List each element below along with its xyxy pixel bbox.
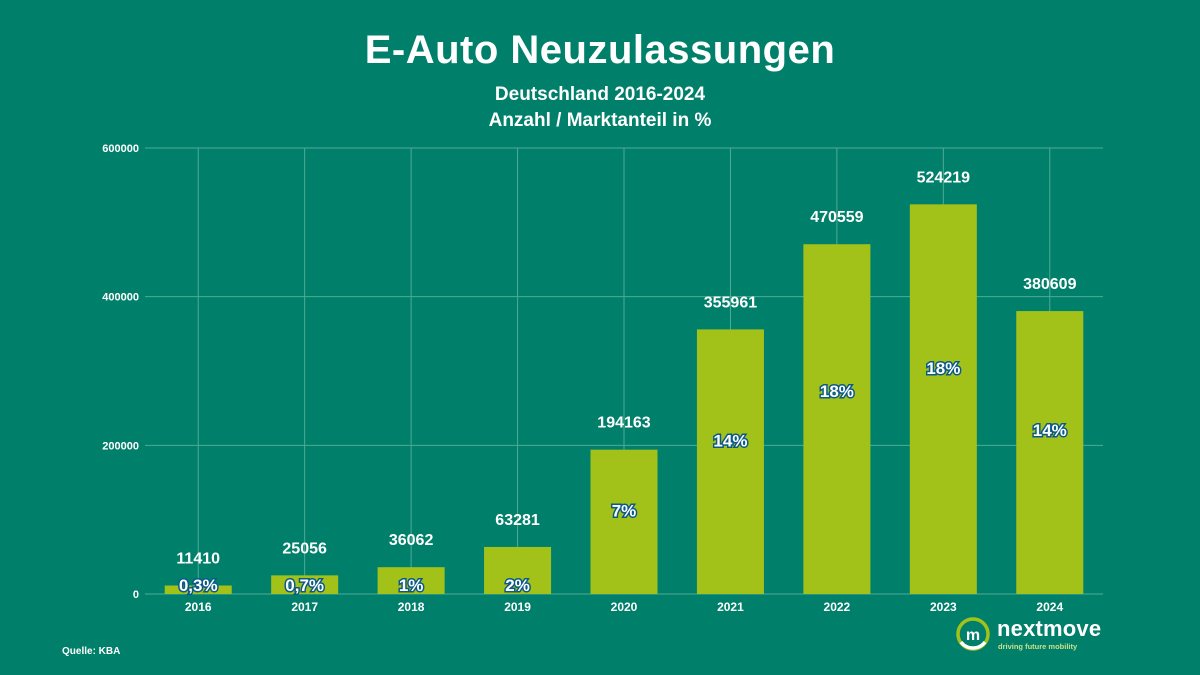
share-label: 1% [399, 576, 424, 595]
logo-name: nextmove [997, 616, 1102, 641]
share-label: 18% [926, 359, 960, 378]
x-tick-label: 2021 [717, 600, 744, 614]
y-tick-label: 600000 [102, 143, 139, 155]
x-tick-label: 2020 [611, 600, 638, 614]
share-label: 2% [505, 576, 530, 595]
x-tick-label: 2023 [930, 600, 957, 614]
chart-subtitle-units: Anzahl / Marktanteil in % [488, 110, 712, 131]
chart-subtitle-region: Deutschland 2016-2024 [494, 84, 706, 105]
y-tick-label: 200000 [102, 440, 139, 452]
source-note: Quelle: KBA [62, 646, 121, 657]
x-tick-label: 2019 [504, 600, 531, 614]
value-label: 11410 [176, 551, 220, 568]
logo-tagline: driving future mobility [998, 642, 1078, 651]
x-tick-label: 2018 [398, 600, 425, 614]
bar [271, 575, 339, 594]
value-label: 194163 [597, 415, 650, 432]
bar [1016, 311, 1084, 594]
nextmove-logo-icon: m [956, 617, 990, 651]
value-label: 355961 [704, 294, 757, 311]
value-label: 524219 [917, 169, 970, 186]
value-label: 470559 [810, 209, 863, 226]
share-label: 14% [713, 432, 747, 451]
share-label: 7% [612, 501, 637, 520]
y-tick-label: 400000 [102, 292, 139, 304]
chart-title: E-Auto Neuzulassungen [364, 28, 836, 72]
x-tick-label: 2016 [185, 600, 212, 614]
share-label: 18% [820, 382, 854, 401]
share-label: 0,3% [179, 576, 218, 595]
value-label: 36062 [389, 532, 434, 549]
x-tick-label: 2024 [1036, 600, 1063, 614]
share-label: 14% [1033, 421, 1067, 440]
bar [164, 585, 232, 594]
bar [590, 449, 658, 594]
value-label: 63281 [495, 512, 540, 529]
x-tick-label: 2022 [824, 600, 851, 614]
bar [696, 329, 764, 594]
logo-mark-letter: m [966, 627, 980, 644]
x-tick-label: 2017 [291, 600, 318, 614]
y-tick-label: 0 [133, 589, 139, 601]
share-label: 0,7% [285, 576, 324, 595]
value-label: 25056 [282, 540, 327, 557]
nextmove-logo: m nextmove driving future mobility [955, 614, 1105, 654]
value-label: 380609 [1023, 276, 1076, 293]
bar [484, 546, 552, 594]
bar [377, 567, 445, 594]
bar [909, 204, 977, 594]
bar [803, 244, 871, 594]
